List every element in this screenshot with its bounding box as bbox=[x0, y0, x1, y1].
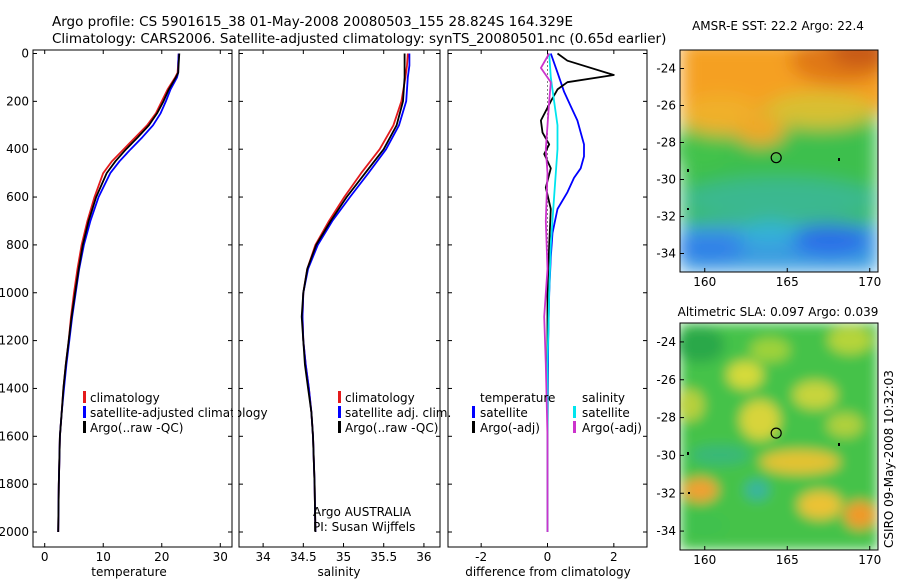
depth-tick-label: 0 bbox=[21, 47, 29, 61]
x-tick-label: 34 bbox=[255, 550, 270, 564]
series-line-argo-raw-qc bbox=[300, 53, 406, 533]
map-x-tick-label: 165 bbox=[776, 553, 799, 567]
map-y-tick-label: -24 bbox=[656, 62, 676, 76]
x-tick-label: 35.5 bbox=[370, 550, 397, 564]
x-tick-label: 35 bbox=[336, 550, 351, 564]
difference-plot: -2 0 2 bbox=[448, 50, 647, 564]
legend-swatch-argo bbox=[338, 421, 341, 433]
map-x-tick-label: 160 bbox=[693, 553, 716, 567]
legend-swatch-temp-argo bbox=[472, 421, 475, 433]
header-line-2: Climatology: CARS2006. Satellite-adjuste… bbox=[52, 31, 666, 47]
argo-position-marker bbox=[770, 152, 782, 164]
map-x-tick-label: 160 bbox=[693, 275, 716, 289]
argo-position-marker bbox=[770, 427, 782, 439]
legend-swatch-satellite bbox=[83, 406, 86, 418]
legend-label-temp-satellite: satellite bbox=[480, 406, 528, 420]
map-y-tick-label: -32 bbox=[656, 210, 676, 224]
map-x-tick-label: 165 bbox=[776, 275, 799, 289]
difference-xlabel: difference from climatology bbox=[465, 565, 631, 579]
x-tick-label: 2 bbox=[610, 550, 618, 564]
depth-tick-label: 200 bbox=[6, 94, 29, 108]
map-y-tick-label: -34 bbox=[656, 247, 676, 261]
legend-label-satellite: satellite-adjusted climatology bbox=[90, 406, 268, 420]
legend-swatch-sal-satellite bbox=[573, 406, 576, 418]
temperature-plot: 0 10 20 30 bbox=[33, 50, 232, 564]
map-y-tick-label: -28 bbox=[656, 411, 676, 425]
sla-map-axes bbox=[679, 322, 879, 551]
depth-tick-label: 1400 bbox=[0, 381, 29, 395]
legend-swatch-climatology bbox=[83, 391, 86, 403]
series-line-argo-raw-qc bbox=[57, 53, 181, 533]
legend-label-satellite: satellite adj. clim. bbox=[345, 406, 451, 420]
depth-tick-label: 400 bbox=[6, 142, 29, 156]
map-y-tick-label: -26 bbox=[656, 99, 676, 113]
sla-map-title: Altimetric SLA: 0.097 Argo: 0.039 bbox=[678, 305, 879, 319]
legend-title-temperature: temperature bbox=[480, 391, 555, 405]
pi-name-label: PI: Susan Wijffels bbox=[313, 520, 415, 534]
depth-tick-label: 1800 bbox=[0, 477, 29, 491]
legend-title-salinity: salinity bbox=[582, 391, 625, 405]
map-y-tick-label: -34 bbox=[656, 524, 676, 538]
sla-heatmap bbox=[680, 323, 878, 550]
header-line-1: Argo profile: CS 5901615_38 01-May-2008 … bbox=[52, 14, 573, 30]
x-tick-label: 34.5 bbox=[290, 550, 317, 564]
salinity-xlabel: salinity bbox=[317, 565, 360, 579]
legend-label-sal-satellite: satellite bbox=[582, 406, 630, 420]
x-tick-label: 10 bbox=[96, 550, 111, 564]
salinity-axes bbox=[238, 49, 441, 548]
depth-tick-label: 600 bbox=[6, 190, 29, 204]
sst-heatmap bbox=[680, 50, 878, 272]
map-y-tick-label: -28 bbox=[656, 136, 676, 150]
temperature-legend: climatology satellite-adjusted climatolo… bbox=[83, 391, 268, 435]
legend-swatch-temp-satellite bbox=[472, 406, 475, 418]
legend-swatch-sal-argo bbox=[573, 421, 576, 433]
x-tick-label: 0 bbox=[41, 550, 49, 564]
map-y-tick-label: -30 bbox=[656, 448, 676, 462]
salinity-legend: climatology satellite adj. clim. Argo(..… bbox=[338, 391, 451, 435]
x-tick-label: 0 bbox=[544, 550, 552, 564]
depth-tick-label: 800 bbox=[6, 238, 29, 252]
sst-map-ticks: 160 165 170 -24 -26 -28 -30 -32 -34 bbox=[656, 62, 881, 290]
legend-label-sal-argo: Argo(-adj) bbox=[582, 421, 642, 435]
map-y-tick-label: -30 bbox=[656, 173, 676, 187]
map-x-tick-label: 170 bbox=[858, 553, 881, 567]
series-line-salinity-argo-adj bbox=[540, 53, 552, 532]
float-track-dots bbox=[687, 158, 840, 494]
map-y-tick-label: -32 bbox=[656, 486, 676, 500]
legend-swatch-argo bbox=[83, 421, 86, 433]
difference-legend: temperature satellite Argo(-adj) salinit… bbox=[472, 391, 642, 435]
depth-tick-label: 1000 bbox=[0, 286, 29, 300]
depth-tick-label: 1600 bbox=[0, 429, 29, 443]
depth-tick-label: 2000 bbox=[0, 525, 29, 539]
sst-map-axes bbox=[679, 49, 879, 273]
map-y-tick-label: -24 bbox=[656, 335, 676, 349]
legend-label-climatology: climatology bbox=[345, 391, 415, 405]
series-line-salinity-satellite bbox=[546, 53, 559, 532]
x-tick-label: 20 bbox=[154, 550, 169, 564]
salinity-plot: 34 34.5 35 35.5 36 bbox=[239, 50, 440, 564]
legend-label-temp-argo: Argo(-adj) bbox=[480, 421, 540, 435]
depth-tick-label: 1200 bbox=[0, 334, 29, 348]
legend-label-argo: Argo(..raw -QC) bbox=[345, 421, 438, 435]
map-x-tick-label: 170 bbox=[858, 275, 881, 289]
temperature-xlabel: temperature bbox=[91, 565, 166, 579]
map-y-tick-label: -26 bbox=[656, 373, 676, 387]
depth-axis: 0 200 400 600 800 1000 1200 1400 1600 1800 2000 bbox=[0, 47, 29, 540]
credit-label: CSIRO 09-May-2008 10:32:03 bbox=[882, 370, 896, 548]
sla-map-ticks: 160 165 170 -24 -26 -28 -30 -32 -34 bbox=[656, 335, 881, 567]
sst-map-title: AMSR-E SST: 22.2 Argo: 22.4 bbox=[692, 19, 864, 33]
legend-swatch-climatology bbox=[338, 391, 341, 403]
legend-label-climatology: climatology bbox=[90, 391, 160, 405]
argo-program-label: Argo AUSTRALIA bbox=[313, 505, 412, 519]
x-tick-label: 36 bbox=[416, 550, 431, 564]
legend-swatch-satellite bbox=[338, 406, 341, 418]
temperature-axes bbox=[32, 49, 233, 548]
x-tick-label: 30 bbox=[213, 550, 228, 564]
legend-label-argo: Argo(..raw -QC) bbox=[90, 421, 183, 435]
x-tick-label: -2 bbox=[475, 550, 487, 564]
